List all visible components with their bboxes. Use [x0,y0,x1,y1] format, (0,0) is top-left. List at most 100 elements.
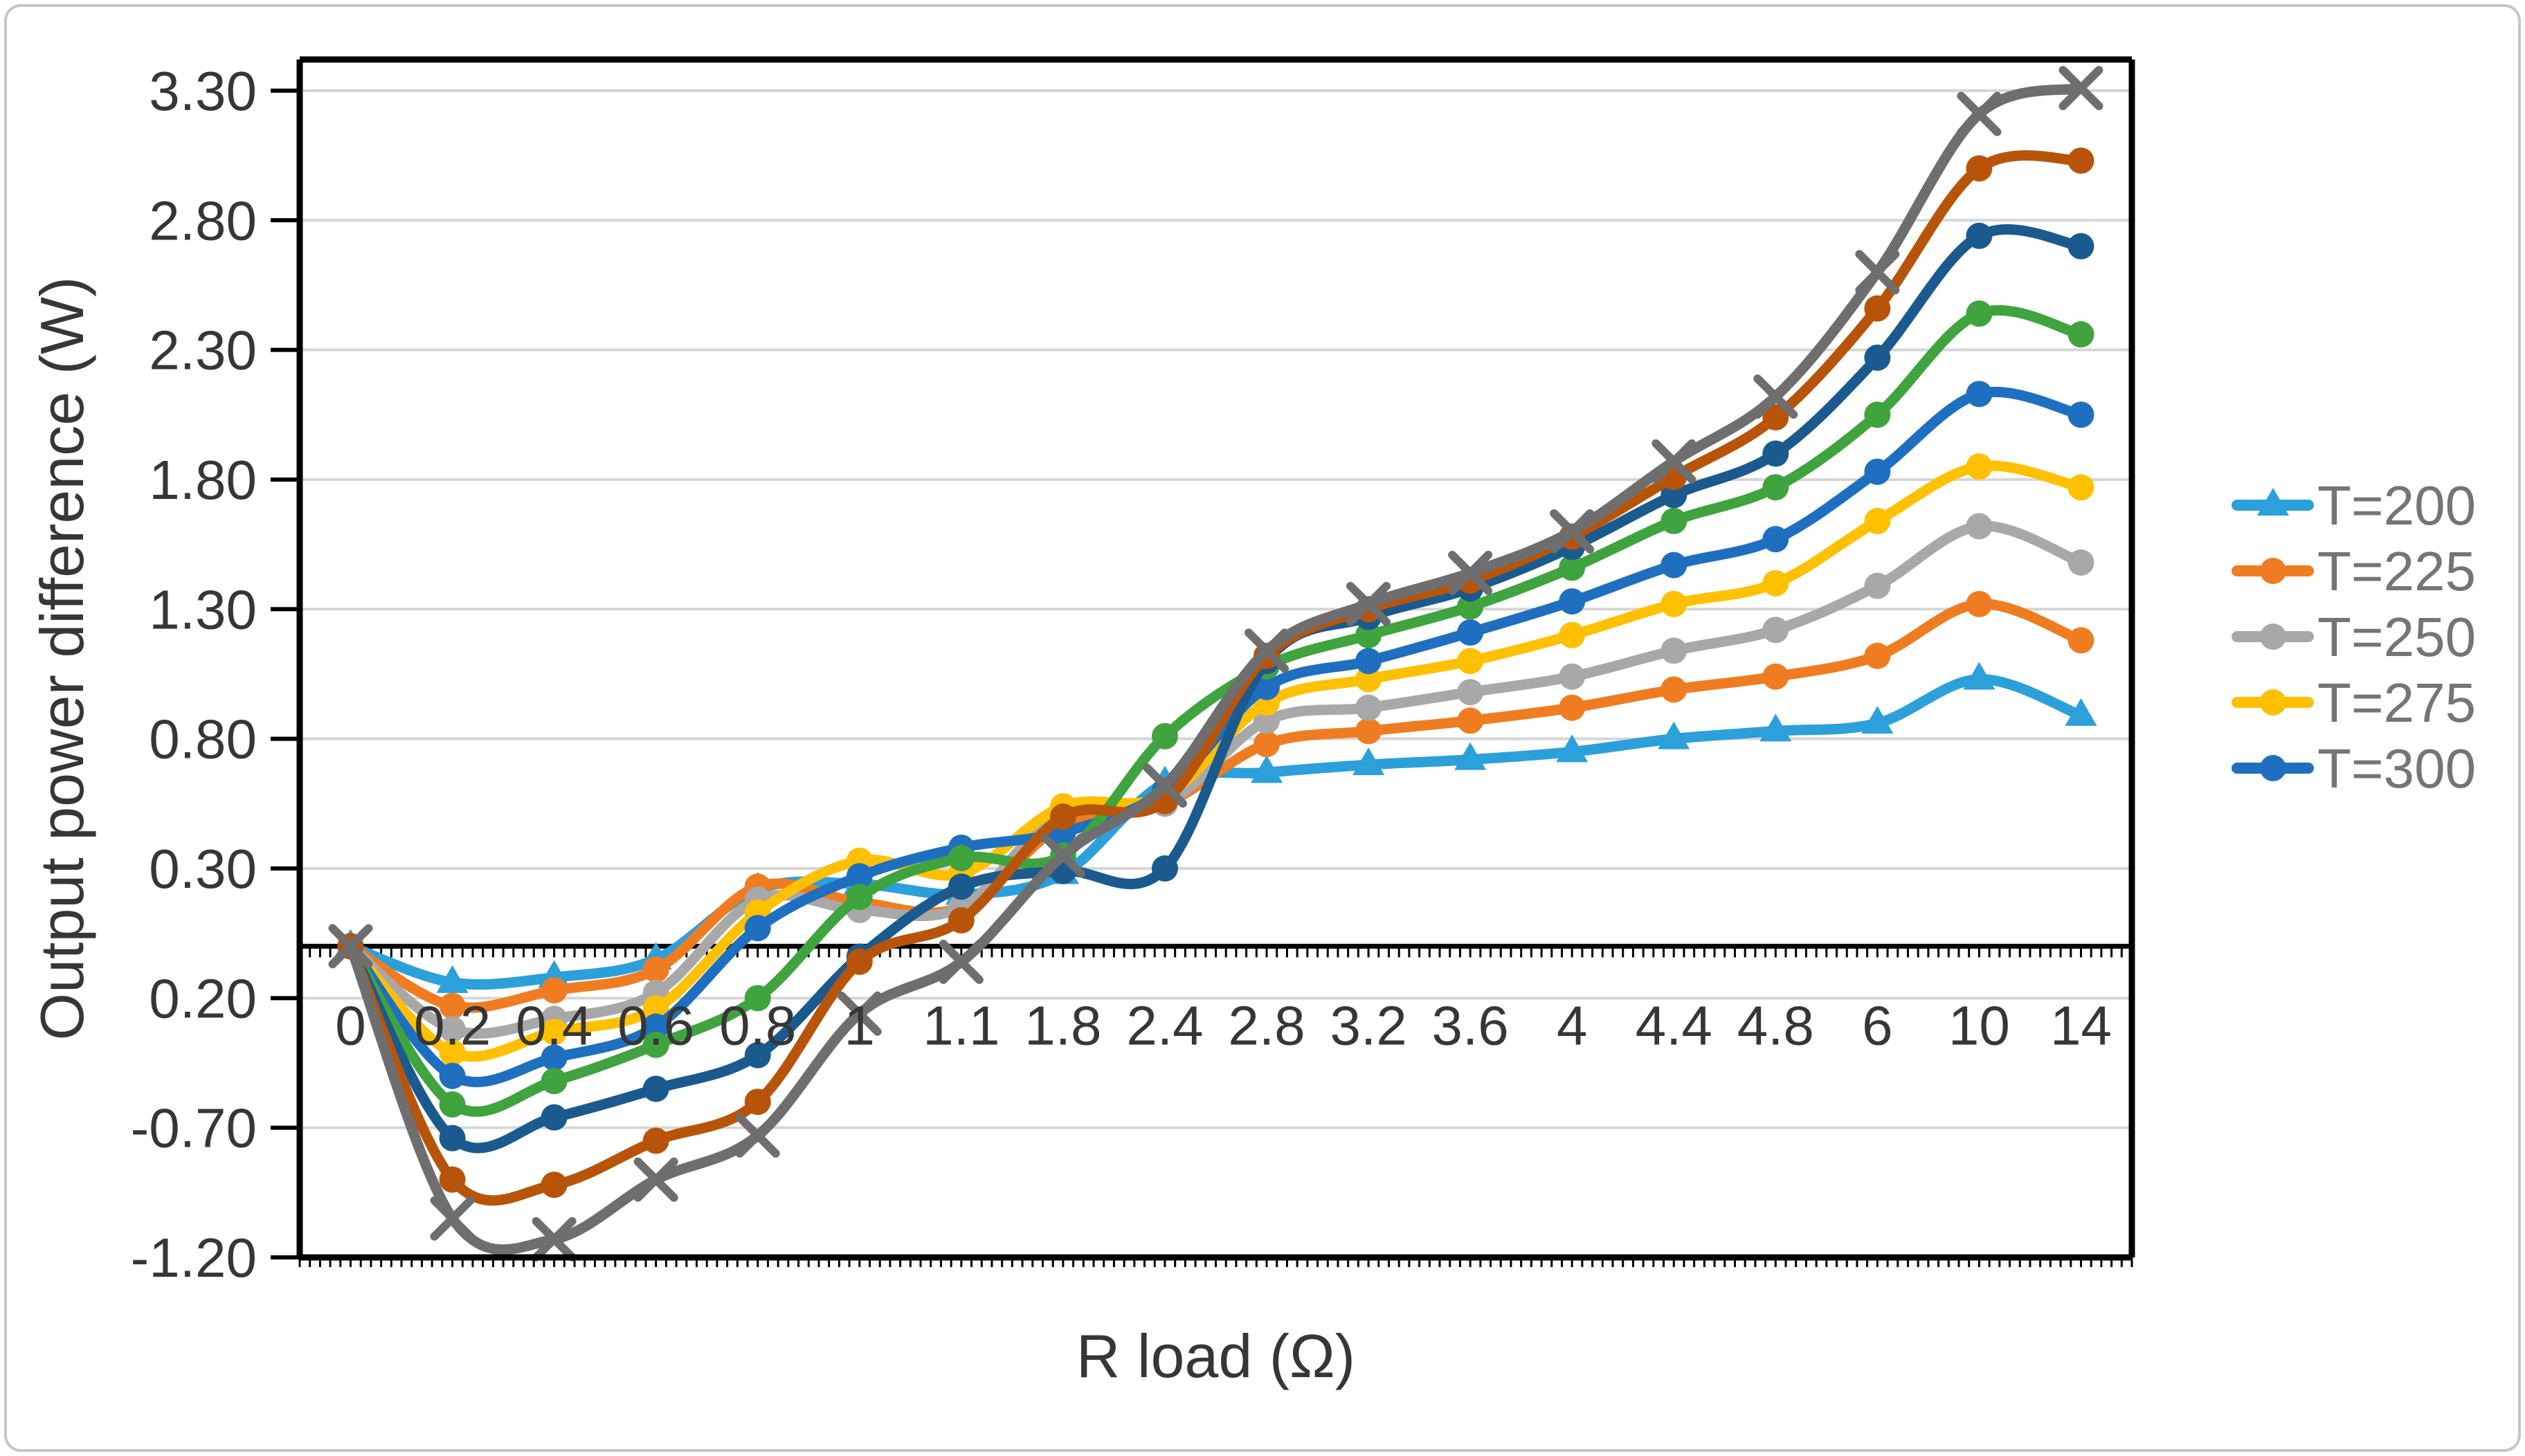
data-point-marker [2067,321,2094,348]
y-axis-tick-label: 2.80 [149,190,257,251]
data-point-marker [1864,572,1891,599]
data-point-marker [1966,513,1993,540]
data-point-marker [1864,458,1891,485]
y-axis-tick-label: 1.80 [149,449,257,511]
x-axis-tick-label: 3.2 [1330,994,1406,1056]
data-point-marker [2067,474,2094,501]
data-point-marker [532,1217,577,1262]
data-point-marker [1660,676,1687,703]
data-point-marker [1251,755,1283,783]
y-axis-tick-label: -0.70 [131,1098,257,1159]
x-axis-tick-label: 0 [335,994,366,1056]
data-point-marker [939,939,984,984]
data-point-marker [439,1016,466,1043]
data-point-marker [1559,588,1586,615]
data-point-marker [1762,526,1789,553]
x-axis-tick-label: 0.8 [719,994,796,1056]
data-point-marker [846,948,873,975]
data-point-marker [846,884,873,911]
data-point-marker [1864,642,1891,669]
x-axis-tick-label: 4 [1557,994,1588,1056]
data-point-marker [1861,706,1894,734]
data-point-marker [1355,666,1382,693]
series-group [328,66,2103,1262]
x-axis-tick-label: 4.8 [1737,994,1814,1056]
data-point-marker [948,907,975,934]
data-point-marker [1864,344,1891,371]
data-point-marker [1864,507,1891,534]
data-point-marker [642,995,669,1022]
data-point-marker [2067,401,2094,428]
data-point-marker [2260,558,2286,584]
data-point-marker [1957,91,2002,136]
y-axis-tick-label: -1.20 [131,1227,257,1289]
y-axis-tick-label: 0.30 [149,838,257,900]
data-point-marker [541,1068,568,1095]
x-axis-tick-label: 6 [1862,994,1893,1056]
data-point-marker [541,1172,568,1199]
legend-label: T=275 [2317,672,2476,734]
data-point-marker [1245,628,1289,673]
data-point-marker [541,1019,568,1046]
data-point-marker [1759,713,1792,742]
data-point-marker [1457,648,1484,675]
data-point-marker [1559,554,1586,581]
data-point-marker [744,985,771,1012]
data-point-marker [2260,624,2286,650]
data-point-marker [1966,590,1993,617]
data-point-marker [2058,66,2103,111]
data-point-marker [2067,627,2094,654]
data-point-marker [2257,488,2289,516]
data-point-marker [1559,621,1586,648]
y-axis-tick-label: 2.30 [149,320,257,381]
data-point-marker [1966,381,1993,408]
data-point-marker [439,1039,466,1066]
data-point-marker [541,977,568,1004]
data-point-marker [642,956,669,983]
data-point-marker [1864,295,1891,322]
data-point-marker [1049,803,1076,830]
data-point-marker [1355,718,1382,745]
series-line [345,224,2086,1154]
x-axis-tick-label: 0.6 [617,994,694,1056]
data-point-marker [439,1062,466,1089]
x-axis-tick-label: 1 [844,994,876,1056]
data-point-marker [1457,593,1484,620]
data-point-marker [439,1166,466,1193]
data-point-marker [1556,734,1589,763]
data-point-marker [2260,689,2286,716]
data-point-marker [1855,250,1900,295]
data-point-marker [1762,570,1789,597]
data-point-marker [2260,755,2286,781]
data-point-marker [1254,707,1280,734]
data-point-marker [1762,404,1789,431]
y-axis-tick-label: 1.30 [149,579,257,640]
plot-borders [296,56,2135,1267]
data-point-marker [744,1041,771,1068]
series-unlabeled-green [337,300,2094,1118]
data-point-marker [1352,747,1385,776]
data-point-marker [1658,721,1690,749]
legend-item-t-225: T=225 [2232,540,2476,602]
legend-label: T=225 [2317,540,2476,602]
data-point-marker [430,1196,475,1241]
data-point-marker [1254,731,1280,758]
series-line [345,460,2086,1062]
data-point-marker [1559,663,1586,690]
series-unlabeled-dark-blue [337,222,2094,1154]
legend-label: T=200 [2317,475,2476,536]
data-point-marker [1762,617,1789,644]
y-axis-tick-label: 3.30 [149,60,257,122]
y-axis-tick-label: 0.80 [149,709,257,770]
data-point-marker [1963,662,1995,690]
data-point-marker [735,1113,780,1158]
data-point-marker [642,1075,669,1102]
legend-item-t-200: T=200 [2232,475,2476,536]
data-point-marker [1457,619,1484,646]
data-point-marker [1762,474,1789,501]
data-point-marker [1355,648,1382,675]
x-axis-tick-label: 3.6 [1432,994,1509,1056]
data-point-marker [642,1127,669,1154]
data-point-marker [1559,694,1586,721]
x-axis-tick-label: 1.1 [923,994,999,1056]
